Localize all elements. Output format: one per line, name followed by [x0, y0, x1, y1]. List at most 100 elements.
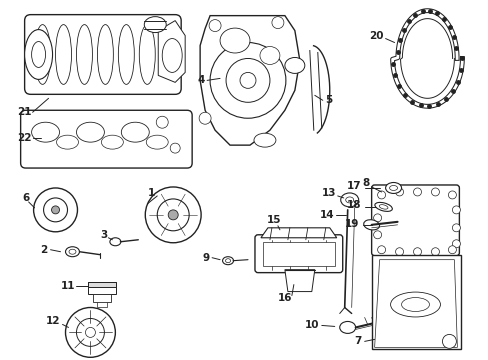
Ellipse shape — [363, 220, 379, 230]
Ellipse shape — [379, 204, 387, 209]
Text: 1: 1 — [148, 188, 155, 198]
Ellipse shape — [76, 24, 92, 84]
Ellipse shape — [374, 202, 391, 211]
Ellipse shape — [35, 24, 50, 84]
Ellipse shape — [253, 133, 275, 147]
Text: 14: 14 — [319, 210, 334, 220]
Circle shape — [271, 17, 284, 28]
Circle shape — [85, 328, 95, 337]
Circle shape — [51, 206, 60, 214]
Circle shape — [76, 319, 104, 346]
Ellipse shape — [57, 135, 78, 149]
Polygon shape — [371, 255, 461, 349]
Circle shape — [43, 198, 67, 222]
Ellipse shape — [32, 122, 60, 142]
Ellipse shape — [56, 24, 71, 84]
Circle shape — [395, 248, 403, 256]
Polygon shape — [158, 21, 185, 82]
Circle shape — [373, 231, 381, 239]
Ellipse shape — [385, 183, 401, 193]
Circle shape — [447, 191, 455, 199]
Text: 9: 9 — [203, 253, 210, 263]
Ellipse shape — [24, 30, 52, 80]
Circle shape — [199, 112, 211, 124]
Ellipse shape — [340, 193, 358, 207]
Circle shape — [377, 246, 385, 254]
Circle shape — [430, 248, 439, 256]
Circle shape — [168, 210, 178, 220]
Ellipse shape — [144, 17, 166, 32]
Text: 13: 13 — [321, 188, 336, 198]
Circle shape — [413, 188, 421, 196]
Ellipse shape — [65, 247, 80, 257]
Ellipse shape — [121, 122, 149, 142]
Ellipse shape — [222, 257, 233, 265]
Circle shape — [34, 188, 77, 232]
Circle shape — [451, 224, 459, 232]
Ellipse shape — [401, 298, 428, 311]
Ellipse shape — [156, 116, 168, 128]
Ellipse shape — [389, 185, 397, 190]
Ellipse shape — [101, 135, 123, 149]
Text: 10: 10 — [305, 320, 319, 330]
Ellipse shape — [32, 41, 45, 67]
Circle shape — [377, 191, 385, 199]
Text: 15: 15 — [266, 215, 281, 225]
Text: 2: 2 — [41, 245, 48, 255]
Circle shape — [395, 188, 403, 196]
FancyBboxPatch shape — [88, 282, 116, 293]
Ellipse shape — [285, 58, 304, 73]
Circle shape — [145, 187, 201, 243]
Ellipse shape — [345, 197, 353, 203]
Circle shape — [373, 214, 381, 222]
Ellipse shape — [260, 46, 279, 64]
Ellipse shape — [220, 28, 249, 53]
Circle shape — [225, 58, 269, 102]
Ellipse shape — [110, 238, 121, 246]
Text: 6: 6 — [22, 193, 30, 203]
Polygon shape — [261, 228, 336, 238]
Circle shape — [447, 246, 455, 254]
Ellipse shape — [69, 249, 76, 254]
Text: 22: 22 — [17, 133, 31, 143]
Text: 20: 20 — [368, 31, 383, 41]
Ellipse shape — [162, 39, 182, 72]
FancyBboxPatch shape — [254, 235, 342, 273]
Circle shape — [65, 307, 115, 357]
Ellipse shape — [339, 321, 355, 333]
Text: 8: 8 — [362, 178, 369, 188]
Ellipse shape — [390, 292, 440, 317]
Circle shape — [240, 72, 255, 88]
FancyBboxPatch shape — [24, 15, 181, 94]
Ellipse shape — [146, 135, 168, 149]
Circle shape — [157, 199, 189, 231]
FancyBboxPatch shape — [263, 242, 334, 266]
Text: 7: 7 — [354, 336, 361, 346]
Text: 18: 18 — [346, 200, 361, 210]
FancyBboxPatch shape — [371, 185, 458, 256]
Polygon shape — [374, 260, 456, 347]
Circle shape — [442, 334, 455, 348]
Text: 5: 5 — [324, 95, 331, 105]
Text: 4: 4 — [197, 75, 204, 85]
Ellipse shape — [170, 143, 180, 153]
Polygon shape — [200, 15, 299, 145]
Text: 17: 17 — [346, 181, 361, 191]
Ellipse shape — [225, 259, 230, 263]
Circle shape — [451, 206, 459, 214]
Ellipse shape — [76, 122, 104, 142]
Text: 21: 21 — [17, 107, 31, 117]
Circle shape — [451, 240, 459, 248]
Circle shape — [430, 188, 439, 196]
Ellipse shape — [139, 24, 155, 84]
Text: 12: 12 — [45, 316, 60, 327]
FancyBboxPatch shape — [93, 293, 111, 302]
Polygon shape — [88, 282, 116, 287]
Circle shape — [210, 42, 285, 118]
Ellipse shape — [97, 24, 113, 84]
Text: 16: 16 — [277, 293, 292, 302]
Text: 3: 3 — [100, 230, 107, 240]
FancyBboxPatch shape — [97, 302, 107, 306]
Text: 19: 19 — [345, 219, 359, 229]
Circle shape — [209, 20, 221, 32]
